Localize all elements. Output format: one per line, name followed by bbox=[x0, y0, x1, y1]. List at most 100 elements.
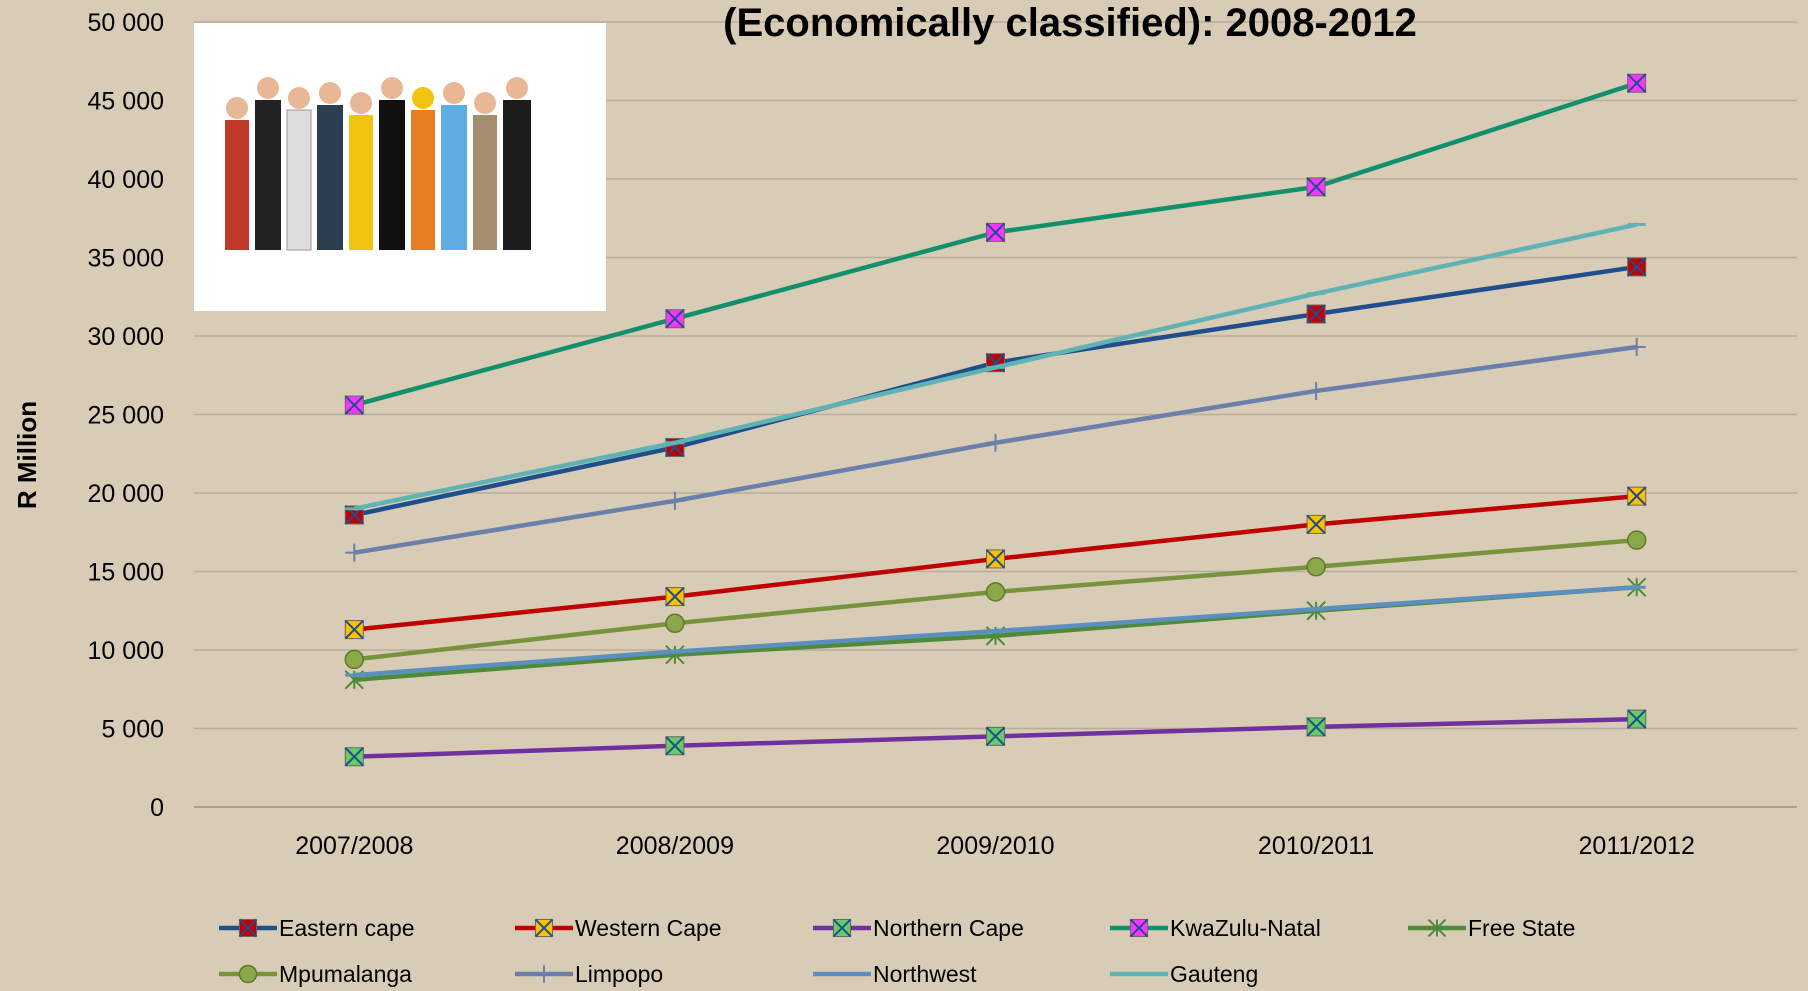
marker bbox=[344, 747, 365, 767]
marker bbox=[665, 736, 685, 756]
marker bbox=[985, 582, 1006, 602]
marker bbox=[238, 918, 258, 938]
head bbox=[412, 87, 434, 109]
legend-label: Western Cape bbox=[575, 915, 722, 941]
series bbox=[344, 73, 1647, 415]
series bbox=[345, 337, 1646, 562]
legend-item: Limpopo bbox=[515, 961, 663, 987]
head bbox=[257, 77, 279, 99]
marker-x bbox=[1626, 73, 1647, 93]
person bbox=[473, 115, 497, 250]
marker bbox=[1626, 530, 1647, 550]
person bbox=[441, 105, 467, 250]
marker bbox=[665, 586, 685, 607]
people bbox=[225, 77, 531, 251]
marker-x bbox=[1626, 257, 1647, 277]
person bbox=[255, 100, 281, 250]
person bbox=[503, 100, 531, 250]
head bbox=[443, 82, 465, 104]
marker bbox=[1626, 257, 1647, 277]
marker-x bbox=[1306, 177, 1326, 197]
legend-label: Mpumalanga bbox=[279, 961, 412, 987]
marker bbox=[1306, 557, 1326, 577]
head bbox=[350, 92, 372, 114]
legend-item: Gauteng bbox=[1110, 961, 1258, 987]
legend-item: KwaZulu-Natal bbox=[1110, 915, 1321, 941]
y-tick-label: 45 000 bbox=[88, 88, 164, 116]
marker bbox=[665, 491, 684, 510]
legend-item: Eastern cape bbox=[219, 915, 415, 941]
marker-x bbox=[1306, 717, 1326, 737]
person bbox=[349, 115, 373, 250]
person bbox=[225, 120, 249, 250]
marker bbox=[238, 964, 258, 984]
marker-x bbox=[985, 549, 1006, 569]
y-tick-label: 50 000 bbox=[88, 9, 164, 37]
y-axis-label: R Million bbox=[12, 401, 42, 509]
marker bbox=[1129, 918, 1149, 938]
marker bbox=[1307, 381, 1326, 400]
marker bbox=[1627, 337, 1646, 356]
marker-x bbox=[1129, 918, 1149, 938]
marker-x bbox=[1306, 304, 1326, 324]
legend-item: Free State bbox=[1408, 915, 1575, 941]
chart-title: (Economically classified): 2008-2012 bbox=[723, 1, 1417, 45]
marker-x bbox=[1626, 486, 1647, 506]
head bbox=[319, 82, 341, 104]
marker bbox=[344, 395, 365, 415]
y-tick-label: 20 000 bbox=[88, 480, 164, 508]
head bbox=[506, 77, 528, 99]
legend-label: Northern Cape bbox=[873, 915, 1024, 941]
y-tick-label: 40 000 bbox=[88, 166, 164, 194]
marker bbox=[1306, 304, 1326, 324]
x-tick-label: 2007/2008 bbox=[295, 832, 413, 860]
marker bbox=[985, 726, 1006, 747]
marker bbox=[1626, 709, 1647, 729]
marker-x bbox=[832, 918, 852, 938]
marker bbox=[344, 649, 365, 670]
marker bbox=[1626, 73, 1647, 93]
legend-label: Eastern cape bbox=[279, 915, 415, 941]
marker bbox=[665, 309, 685, 329]
legend-label: Northwest bbox=[873, 961, 977, 987]
marker bbox=[1306, 514, 1326, 535]
person bbox=[411, 110, 435, 250]
series bbox=[345, 584, 1646, 678]
legend-item: Mpumalanga bbox=[219, 961, 412, 987]
marker bbox=[985, 222, 1006, 243]
x-tick-label: 2008/2009 bbox=[616, 832, 734, 860]
legend-label: KwaZulu-Natal bbox=[1170, 915, 1321, 941]
y-tick-label: 25 000 bbox=[88, 402, 164, 430]
y-tick-label: 15 000 bbox=[88, 559, 164, 587]
marker-x bbox=[344, 395, 365, 415]
legend-item: Northwest bbox=[813, 961, 977, 987]
legend-item: Western Cape bbox=[515, 915, 722, 941]
marker bbox=[665, 613, 685, 634]
head bbox=[288, 87, 310, 109]
head bbox=[474, 92, 496, 114]
y-tick-label: 0 bbox=[150, 794, 164, 822]
marker-x bbox=[344, 619, 365, 640]
marker-x bbox=[1626, 709, 1647, 729]
photo bbox=[194, 23, 606, 311]
x-tick-label: 2011/2012 bbox=[1579, 832, 1695, 860]
marker-x bbox=[665, 586, 685, 607]
marker bbox=[1306, 717, 1326, 737]
marker-x bbox=[534, 918, 554, 938]
series bbox=[344, 530, 1647, 670]
x-tick-label: 2010/2011 bbox=[1258, 832, 1374, 860]
marker bbox=[534, 918, 554, 938]
y-tick-label: 30 000 bbox=[88, 323, 164, 351]
person bbox=[286, 109, 312, 251]
marker-x bbox=[344, 747, 365, 767]
y-tick-label: 5 000 bbox=[101, 716, 164, 744]
legend-label: Limpopo bbox=[575, 961, 663, 987]
marker bbox=[344, 619, 365, 640]
marker bbox=[986, 433, 1005, 452]
legend-label: Free State bbox=[1468, 915, 1575, 941]
person bbox=[379, 100, 405, 250]
marker-x bbox=[665, 309, 685, 329]
marker bbox=[665, 645, 685, 665]
series bbox=[344, 486, 1647, 640]
marker-x bbox=[238, 918, 258, 938]
